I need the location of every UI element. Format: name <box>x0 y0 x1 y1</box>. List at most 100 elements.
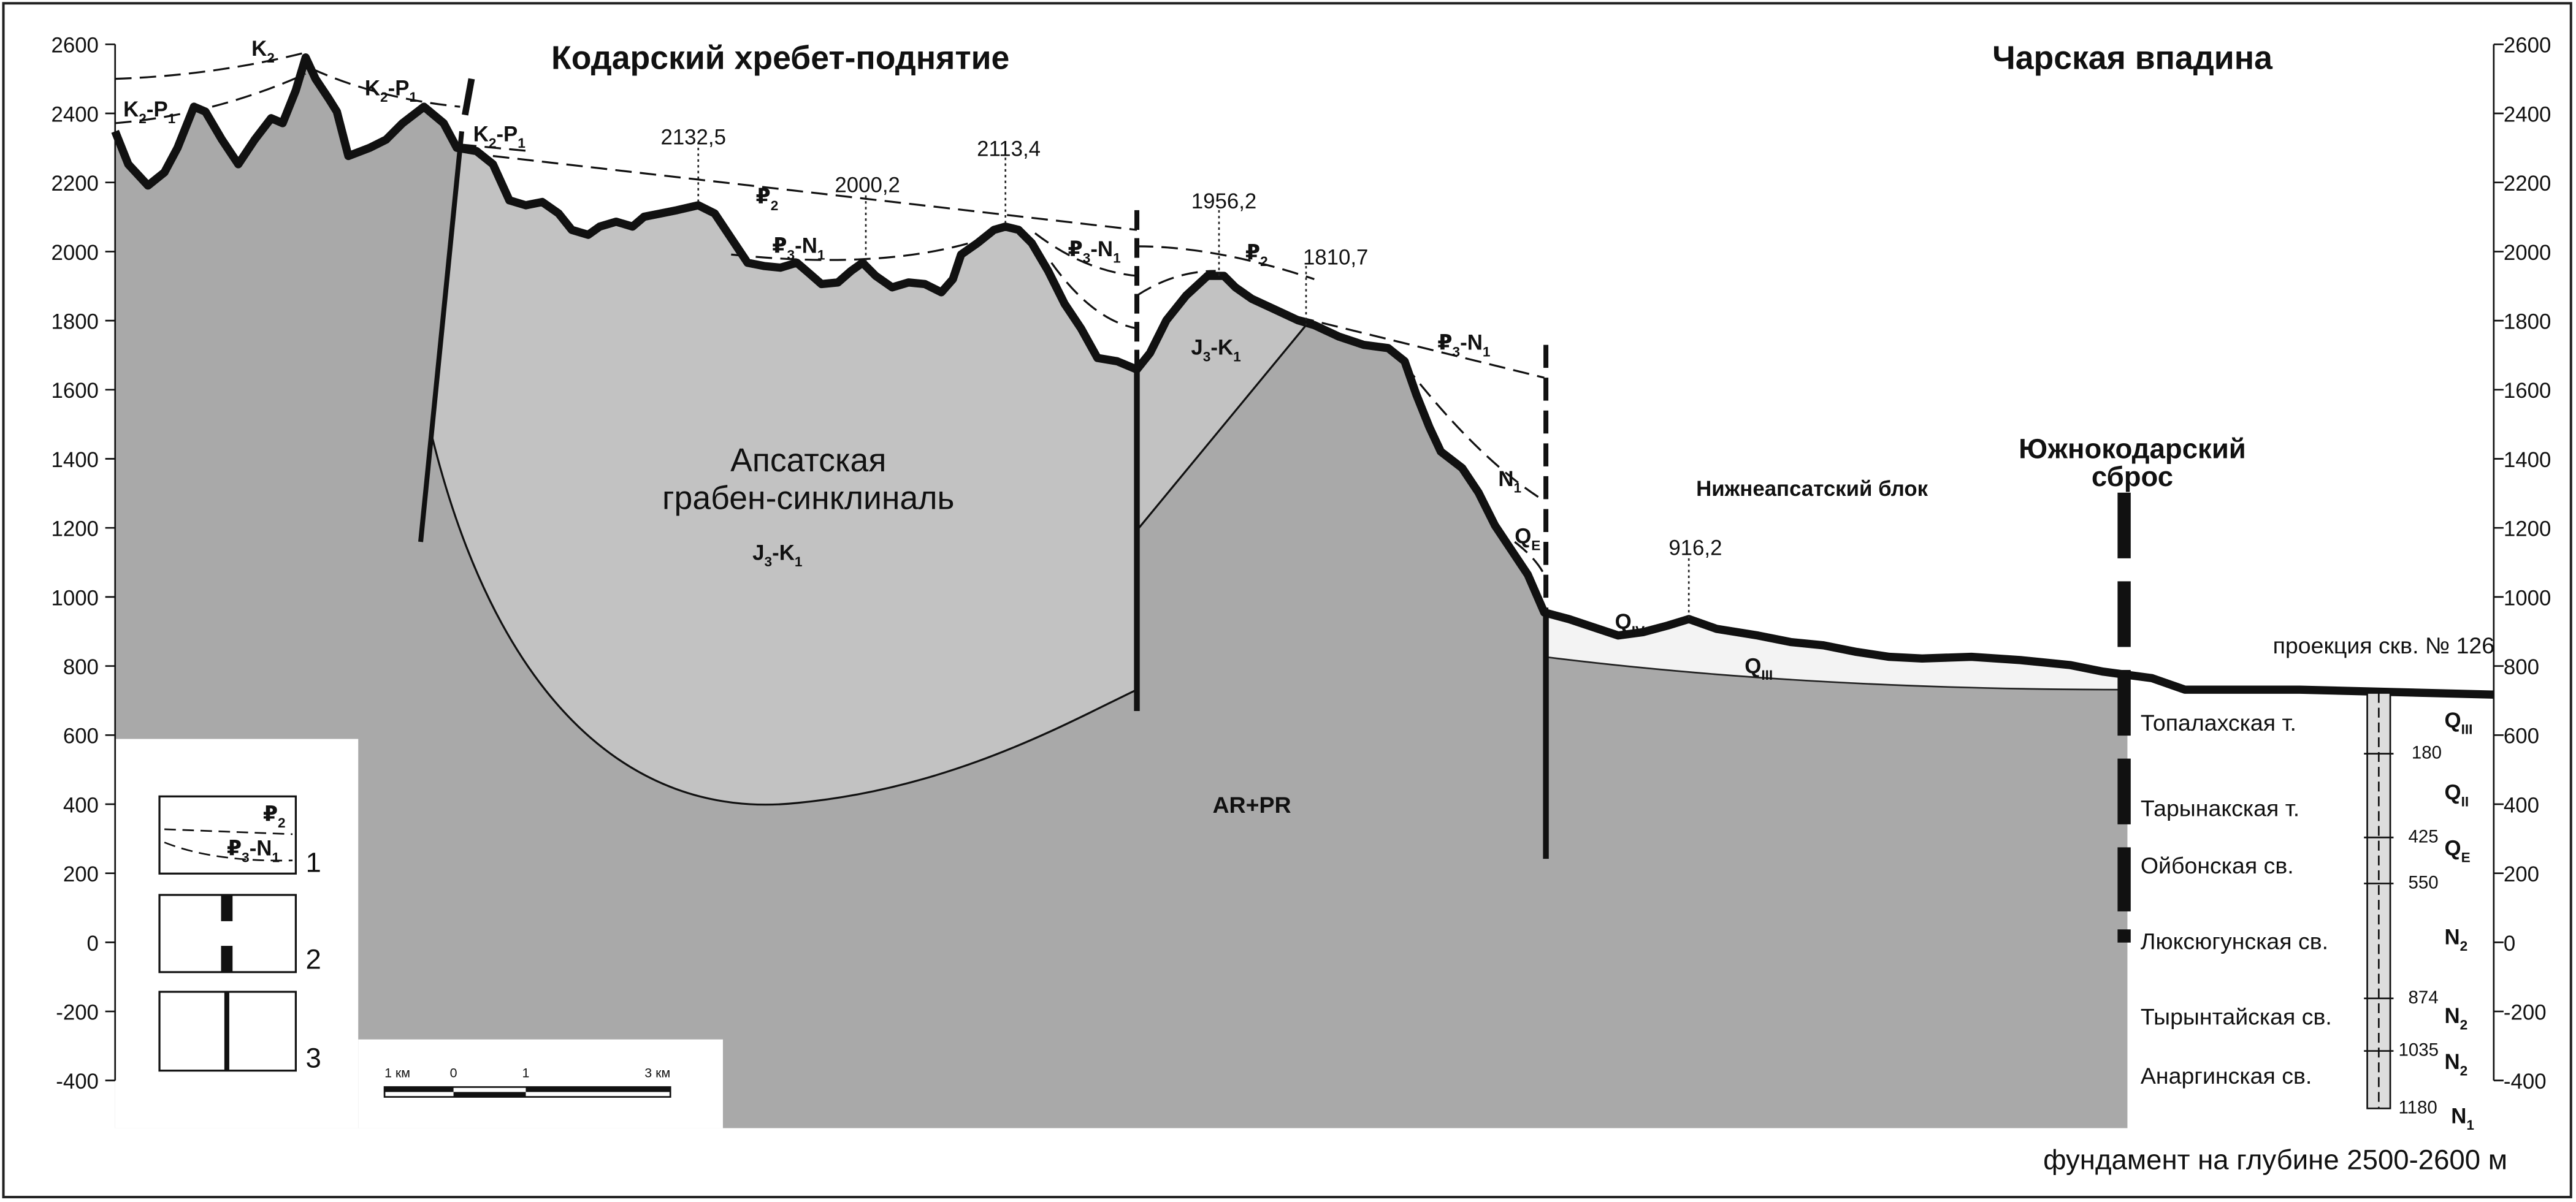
label-subscript: 2 <box>489 135 497 151</box>
label-subscript: 2 <box>267 50 275 66</box>
legend-unit: ₽3-N1 <box>227 837 280 865</box>
depth: 1035 <box>2398 1040 2439 1060</box>
label-part: N <box>2451 1104 2466 1128</box>
depth: 550 <box>2409 872 2439 892</box>
label-part: Q <box>2444 837 2461 861</box>
dash <box>460 143 529 153</box>
label-subscript: III <box>2461 721 2473 737</box>
dash <box>115 73 307 124</box>
tick-label: 1600 <box>51 379 98 403</box>
tick-label: 1200 <box>51 517 98 541</box>
footer: фундамент на глубине 2500-2600 м <box>2043 1144 2507 1175</box>
tick-label: 600 <box>63 725 99 748</box>
tick-label: 1400 <box>2504 448 2551 472</box>
scale-bar <box>383 1086 671 1098</box>
unit-label: K2-P1 <box>365 76 417 105</box>
tick-label: 1600 <box>2504 379 2551 403</box>
legend-number: 3 <box>305 1042 321 1073</box>
legend <box>158 795 297 1072</box>
legend-number: 1 <box>305 847 321 878</box>
formation-age: QE <box>2444 837 2470 865</box>
label-subscript: 2 <box>380 89 388 105</box>
label-part: N <box>2444 1004 2459 1028</box>
scale-segment <box>526 1087 671 1092</box>
syncline-name: грабен-синклиналь <box>662 480 954 516</box>
formation-age: N2 <box>2444 1004 2467 1033</box>
unit-label: K2-P1 <box>123 97 175 126</box>
label-part: -P <box>496 122 518 146</box>
label-part: Q <box>1745 654 1761 678</box>
label-part: N <box>1498 467 1513 491</box>
fault <box>418 131 464 542</box>
formation-age: QII <box>2444 781 2469 810</box>
syncline-base <box>429 324 1307 806</box>
scale-segment <box>453 1092 526 1097</box>
label-part: -N <box>250 837 272 861</box>
well-column <box>2364 692 2394 1109</box>
dash <box>1050 262 1137 330</box>
quaternary-base <box>1544 656 2128 691</box>
label-part: -K <box>772 541 795 565</box>
label-subscript: 2 <box>2460 1063 2468 1079</box>
dash <box>1137 245 1315 280</box>
label-subscript: 1 <box>168 111 176 126</box>
elevation: 2000,2 <box>835 173 900 197</box>
scale-label: 1 <box>522 1065 530 1080</box>
well-label: проекция скв. № 126 <box>2273 633 2495 658</box>
label-subscript: 1 <box>272 850 280 865</box>
label-part: K <box>123 97 139 121</box>
dash <box>1136 270 1216 297</box>
formation-name: Топалахская т. <box>2141 710 2296 736</box>
unit-label: K2 <box>251 37 275 66</box>
formation-age: N1 <box>2451 1104 2474 1133</box>
tick-label: 2600 <box>2504 34 2551 58</box>
label-subscript: 2 <box>2460 1018 2468 1033</box>
tick-label: 400 <box>63 793 99 817</box>
label-part: -N <box>1090 237 1113 261</box>
label-subscript: E <box>2461 850 2471 865</box>
depth: 425 <box>2409 826 2439 846</box>
label-part: N <box>2444 925 2459 949</box>
tick-label: -400 <box>56 1070 99 1094</box>
tick-label: 1800 <box>51 310 98 334</box>
syncline-name: Апсатская <box>730 443 886 479</box>
formation-name: Тырынтайская св. <box>2141 1004 2332 1030</box>
formation-age: N2 <box>2444 925 2467 954</box>
scale-segment <box>384 1087 454 1092</box>
label-part: ₽ <box>756 184 771 208</box>
label-subscript: 3 <box>787 247 795 262</box>
unit-label: ₽3-N1 <box>1437 331 1490 360</box>
dash <box>115 51 306 80</box>
label-part: ₽ <box>1245 240 1260 264</box>
formation-name: Люксюгунская св. <box>2141 928 2328 954</box>
label-subscript: 3 <box>1203 349 1211 364</box>
unit-label: QIII <box>1745 654 1773 683</box>
label-subscript: 1 <box>1514 481 1522 496</box>
right-title: Чарская впадина <box>1992 40 2273 77</box>
fault-name: сброс <box>2092 461 2173 492</box>
depth: 874 <box>2409 987 2439 1008</box>
label-subscript: 3 <box>242 850 250 865</box>
tick-label: 1000 <box>51 586 98 610</box>
tick-label: 1400 <box>51 448 98 472</box>
label-subscript: 3 <box>1083 251 1091 266</box>
surface-profile <box>111 53 2494 699</box>
legend-number: 2 <box>305 944 321 975</box>
label-part: -N <box>1460 331 1483 355</box>
tick-label: 800 <box>2504 655 2539 679</box>
left-title: Кодарский хребет-поднятие <box>551 40 1009 77</box>
label-part: -P <box>147 97 168 121</box>
boundary-dashes <box>115 51 1545 576</box>
label-subscript: 1 <box>409 89 417 105</box>
dash <box>731 237 987 261</box>
tick-label: 0 <box>2504 932 2515 956</box>
label-subscript: 3 <box>765 554 773 569</box>
basement-label: AR+PR <box>1212 792 1291 818</box>
dash <box>1514 541 1545 576</box>
formation-name: Анаргинская св. <box>2141 1063 2312 1089</box>
label-subscript: 1 <box>518 135 526 151</box>
tick-label: 1200 <box>2504 517 2551 541</box>
label-part: K <box>473 122 489 146</box>
